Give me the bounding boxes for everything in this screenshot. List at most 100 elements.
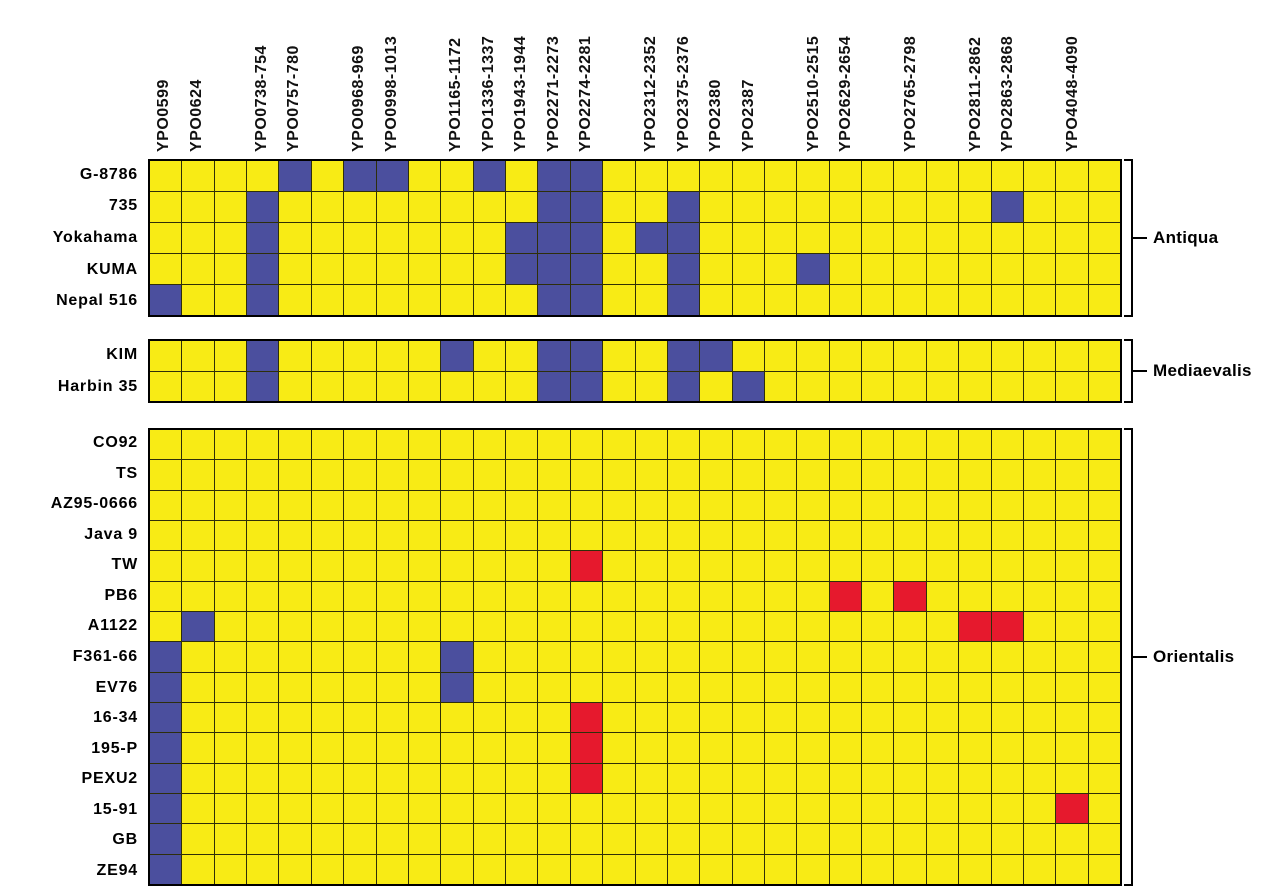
cell — [473, 551, 506, 581]
cell — [1088, 703, 1120, 733]
cell — [506, 490, 538, 520]
cell — [150, 672, 182, 702]
cell — [635, 341, 667, 371]
heatmap-block-orientalis — [148, 428, 1122, 886]
cell — [894, 371, 926, 401]
cell — [700, 733, 732, 763]
cell — [1088, 341, 1120, 371]
cell — [408, 192, 441, 222]
cell — [894, 341, 926, 371]
cell — [344, 551, 376, 581]
cell — [247, 703, 279, 733]
group-label: Antiqua — [1153, 228, 1219, 247]
strain-label: KIM — [106, 346, 138, 363]
cell — [732, 824, 764, 854]
cell — [1056, 824, 1088, 854]
cell — [635, 551, 667, 581]
cell — [667, 733, 700, 763]
cell — [926, 161, 959, 191]
cell — [344, 642, 376, 672]
cell — [1056, 460, 1088, 490]
cell — [150, 490, 182, 520]
cell — [894, 192, 926, 222]
cell — [1023, 521, 1056, 551]
cell — [570, 642, 603, 672]
cell — [570, 854, 603, 884]
cell — [279, 551, 311, 581]
cell — [376, 430, 408, 460]
cell — [991, 763, 1023, 793]
cell — [441, 371, 473, 401]
cell — [408, 430, 441, 460]
cell — [279, 612, 311, 642]
cell — [700, 371, 732, 401]
cell — [635, 672, 667, 702]
cell — [344, 521, 376, 551]
cell — [344, 490, 376, 520]
cell — [311, 854, 344, 884]
cell — [473, 521, 506, 551]
column-label: YPO2271-2273 — [544, 35, 562, 152]
cell — [279, 285, 311, 315]
strain-label: 16-34 — [93, 709, 138, 727]
cell — [764, 285, 797, 315]
cell — [506, 285, 538, 315]
group-bracket — [1124, 339, 1133, 403]
group-bracket-tick — [1133, 237, 1147, 239]
cell — [311, 341, 344, 371]
strain-label: ZE94 — [96, 861, 138, 879]
cell — [473, 460, 506, 490]
cell — [538, 551, 570, 581]
cell — [862, 612, 894, 642]
cell — [214, 430, 247, 460]
cell — [797, 733, 829, 763]
cell — [1088, 733, 1120, 763]
cell — [991, 223, 1023, 253]
cell — [797, 371, 829, 401]
cell — [150, 763, 182, 793]
cell — [959, 430, 991, 460]
cell — [797, 612, 829, 642]
cell — [1088, 581, 1120, 611]
cell — [376, 490, 408, 520]
cell — [1023, 794, 1056, 824]
cell — [506, 642, 538, 672]
cell — [700, 161, 732, 191]
cell — [570, 581, 603, 611]
cell — [894, 672, 926, 702]
cell — [829, 161, 862, 191]
cell — [797, 430, 829, 460]
cell — [991, 672, 1023, 702]
cell — [408, 854, 441, 884]
cell — [1088, 521, 1120, 551]
cell — [506, 854, 538, 884]
cell — [247, 341, 279, 371]
cell — [344, 341, 376, 371]
cell — [603, 733, 635, 763]
cell — [150, 824, 182, 854]
cell — [182, 254, 214, 284]
cell — [894, 551, 926, 581]
cell — [862, 824, 894, 854]
cell — [150, 642, 182, 672]
cell — [311, 254, 344, 284]
cell — [862, 794, 894, 824]
cell — [247, 285, 279, 315]
cell — [376, 824, 408, 854]
cell — [182, 192, 214, 222]
cell — [376, 703, 408, 733]
column-label: YPO2811-2862 — [966, 36, 984, 152]
cell — [764, 794, 797, 824]
cell — [959, 192, 991, 222]
cell — [408, 371, 441, 401]
cell — [1056, 551, 1088, 581]
cell — [247, 642, 279, 672]
cell — [311, 612, 344, 642]
strain-label: PB6 — [104, 586, 138, 604]
cell — [1056, 285, 1088, 315]
cell — [311, 763, 344, 793]
cell — [959, 254, 991, 284]
cell — [926, 341, 959, 371]
cell — [538, 854, 570, 884]
cell — [150, 371, 182, 401]
